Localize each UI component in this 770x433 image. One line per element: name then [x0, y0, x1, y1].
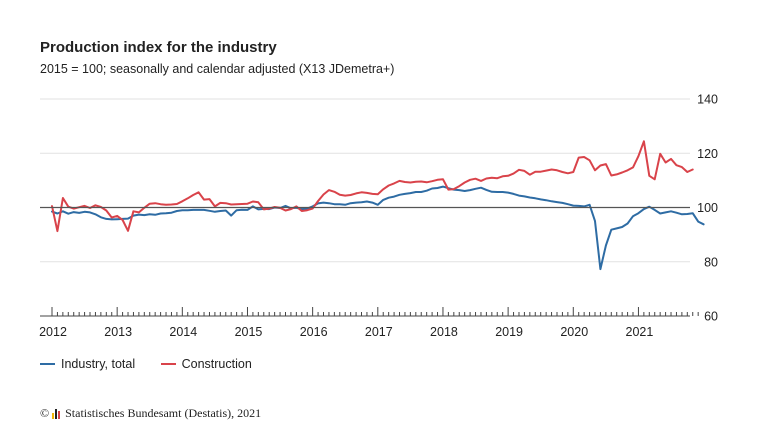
x-tick-label: 2017 [365, 325, 393, 339]
chart-legend: Industry, total Construction [40, 354, 274, 371]
chart-title: Production index for the industry [40, 39, 277, 56]
y-tick-label: 60 [704, 310, 718, 324]
x-tick-label: 2016 [300, 325, 328, 339]
y-tick-label: 80 [704, 255, 718, 269]
y-tick-label: 140 [697, 93, 718, 107]
series-line-industry [51, 185, 705, 271]
legend-item-industry[interactable]: Industry, total [40, 357, 135, 371]
x-tick-label: 2014 [169, 325, 197, 339]
legend-swatch-construction [160, 363, 176, 365]
source-text: Statistisches Bundesamt (Destatis), 2021 [65, 406, 262, 420]
legend-swatch-industry [40, 363, 55, 365]
x-tick-label: 2021 [626, 325, 654, 339]
copyright-symbol: © [40, 406, 50, 420]
source-credit: © Statistisches Bundesamt (Destatis), 20… [40, 406, 261, 421]
chart-subtitle: 2015 = 100; seasonally and calendar adju… [40, 62, 395, 76]
legend-label-industry: Industry, total [61, 357, 136, 371]
x-tick-label: 2015 [235, 325, 263, 339]
y-tick-label: 120 [697, 147, 718, 161]
legend-item-construction[interactable]: Construction [160, 357, 252, 371]
x-tick-label: 2013 [104, 325, 132, 339]
x-tick-label: 2012 [39, 325, 67, 339]
x-tick-label: 2020 [560, 325, 588, 339]
destatis-logo-icon [52, 408, 61, 419]
x-tick-label: 2019 [495, 325, 523, 339]
y-tick-label: 100 [697, 201, 718, 215]
legend-label-construction: Construction [181, 357, 252, 371]
x-tick-label: 2018 [430, 325, 458, 339]
series-line-construction [51, 140, 694, 233]
